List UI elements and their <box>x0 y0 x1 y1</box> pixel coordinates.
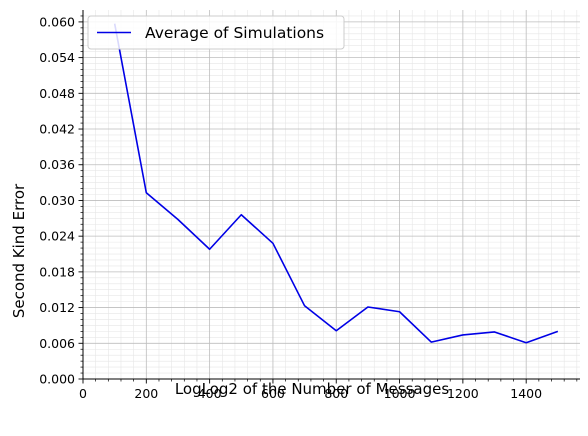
y-tick-label: 0.048 <box>39 86 75 101</box>
major-gridlines <box>83 10 580 379</box>
y-tick-label: 0.000 <box>39 372 75 387</box>
y-tick-label: 0.006 <box>39 336 75 351</box>
x-tick-label: 800 <box>324 386 348 401</box>
legend-box <box>87 15 345 50</box>
y-tick-label: 0.024 <box>39 229 75 244</box>
x-tick-label: 600 <box>261 386 285 401</box>
y-tick-label: 0.012 <box>39 300 75 315</box>
x-tick-label: 1200 <box>447 386 479 401</box>
series-layer <box>113 23 559 344</box>
x-axis-ticks: 0 200 400 600 800 1000 1200 1400 <box>79 379 578 401</box>
y-axis-ticks: 0.000 0.006 0.012 0.018 0.024 0.030 0.036 0.042… <box>39 14 83 387</box>
x-tick-label: 1000 <box>384 386 416 401</box>
y-axis-label: Second Kind Error <box>10 183 28 318</box>
y-tick-label: 0.018 <box>39 264 75 279</box>
x-axis-label: LogLog2 of the Number of Messages <box>175 380 449 398</box>
y-tick-label: 0.030 <box>39 193 75 208</box>
y-tick-label: 0.060 <box>39 14 75 29</box>
x-tick-label: 1400 <box>510 386 542 401</box>
x-tick-label: 200 <box>134 386 158 401</box>
legend: Average of Simulations <box>87 15 345 50</box>
y-tick-label: 0.036 <box>39 157 75 172</box>
minor-gridlines <box>83 10 580 379</box>
series-line <box>113 23 559 344</box>
y-tick-label: 0.042 <box>39 122 75 137</box>
x-tick-label: 0 <box>79 386 87 401</box>
x-tick-label: 400 <box>198 386 222 401</box>
y-tick-label: 0.054 <box>39 50 75 65</box>
legend-entry: Average of Simulations <box>145 24 324 42</box>
